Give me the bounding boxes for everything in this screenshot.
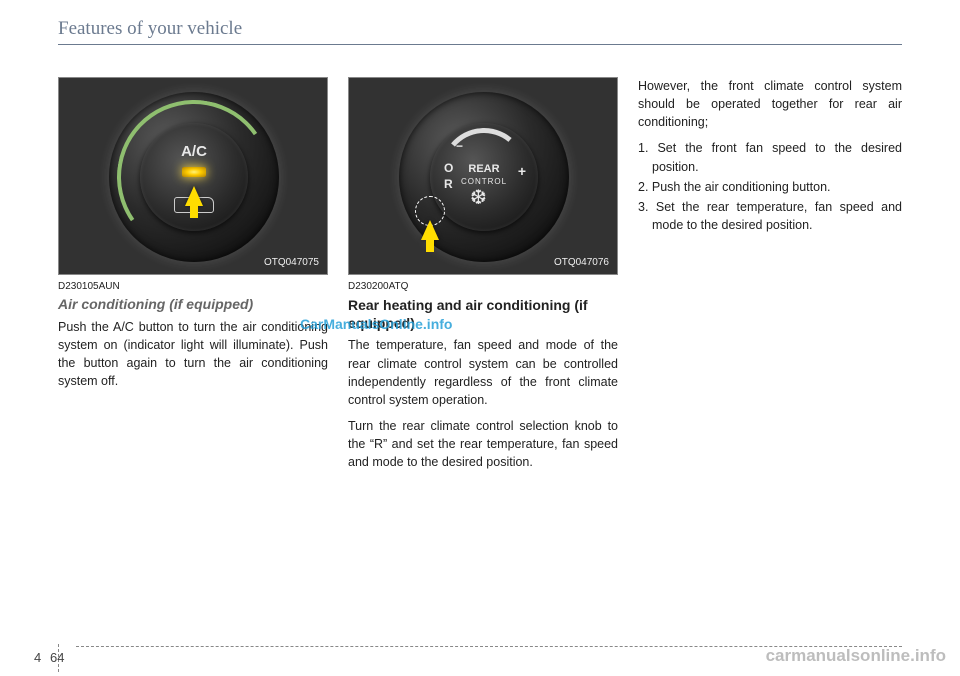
page-header: Features of your vehicle [0,0,960,44]
indicator-led [182,167,206,177]
doc-code: D230200ATQ [348,281,618,292]
dial-inner: O R − + REAR CONTROL ❆ [430,123,538,231]
rear-label: REAR [430,163,538,175]
column-3: However, the front climate control syste… [638,77,902,479]
page-section-number: 4 [34,650,41,665]
subhead-rear: Rear heating and air conditioning (if eq… [348,296,618,332]
column-1: A/C OTQ047075 D230105AUN Air conditionin… [58,77,328,479]
doc-code: D230105AUN [58,281,328,292]
content-columns: A/C OTQ047075 D230105AUN Air conditionin… [0,45,960,479]
figure-code: OTQ047076 [554,257,609,268]
subhead-ac: Air conditioning (if equipped) [58,296,328,312]
ac-label: A/C [140,143,248,160]
list-item-1: 1. Set the front fan speed to the desire… [638,139,902,175]
dial-outer: A/C [109,92,279,262]
body-rear-2: Turn the rear climate control selection … [348,417,618,471]
pointer-arrow-icon [185,186,203,206]
pointer-arrow-stem [426,238,434,252]
list-item-3: 3. Set the rear temperature, fan speed a… [638,198,902,234]
body-ac: Push the A/C button to turn the air cond… [58,318,328,391]
pointer-arrow-icon [421,220,439,240]
watermark-corner: carmanualsonline.info [766,646,946,666]
list-item-2: 2. Push the air conditioning button. [638,178,902,196]
pointer-arrow-stem [190,204,198,218]
figure-ac-dial: A/C OTQ047075 [58,77,328,275]
figure-code: OTQ047075 [264,257,319,268]
page-number: 64 [50,650,64,665]
body-rear-1: The temperature, fan speed and mode of t… [348,336,618,409]
fan-icon: ❆ [470,185,498,213]
column-2: O R − + REAR CONTROL ❆ OTQ047076 D230200… [348,77,618,479]
figure-rear-dial: O R − + REAR CONTROL ❆ OTQ047076 [348,77,618,275]
minus-label: − [456,139,463,153]
footer-dashed-rule [76,646,902,647]
body-col3: However, the front climate control syste… [638,77,902,131]
